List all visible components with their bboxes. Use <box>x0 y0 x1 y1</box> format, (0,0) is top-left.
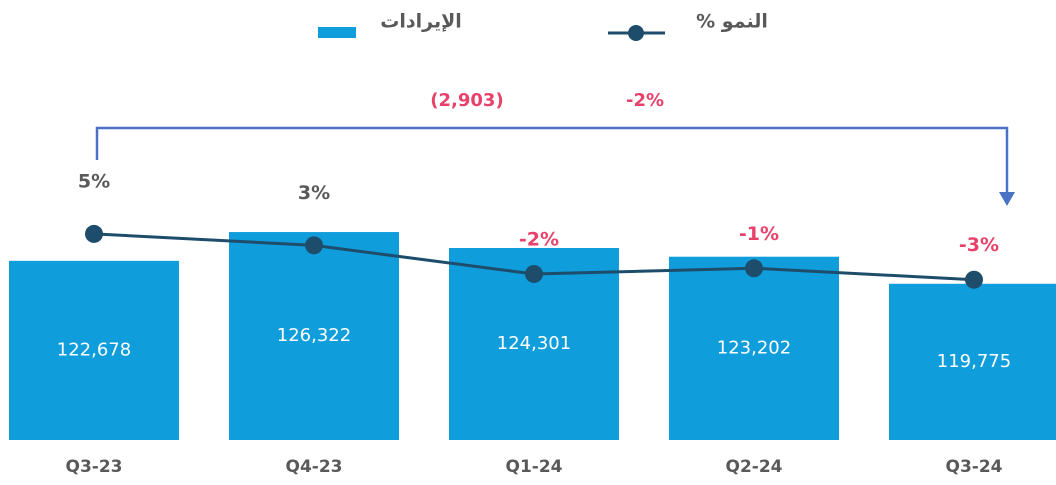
bar <box>669 256 839 440</box>
growth-label: 3% <box>298 182 330 204</box>
legend-marker <box>628 25 644 41</box>
x-tick-label: Q2-24 <box>726 457 783 477</box>
x-tick-label: Q3-24 <box>946 457 1003 477</box>
annotation: -2% <box>626 90 664 111</box>
growth-label: -2% <box>519 228 559 250</box>
x-tick-label: Q4-23 <box>286 457 343 477</box>
annotation: (2,903) <box>430 90 503 111</box>
legend: الإيرادات % النمو <box>318 11 768 41</box>
growth-point <box>525 264 543 283</box>
bar <box>229 232 399 440</box>
bracket-arrowhead <box>999 192 1015 206</box>
growth-point <box>305 236 323 255</box>
legend-swatch <box>318 27 356 38</box>
growth-label: 5% <box>78 170 110 192</box>
bar <box>9 260 179 440</box>
value-label: 126,322 <box>277 325 351 346</box>
growth-point <box>745 259 763 278</box>
growth-point <box>965 270 983 289</box>
legend-label: الإيرادات <box>380 11 461 33</box>
bar <box>889 283 1056 440</box>
value-label: 119,775 <box>937 351 1011 372</box>
x-tick-label: Q3-23 <box>66 457 123 477</box>
value-label: 123,202 <box>717 337 791 358</box>
value-label: 124,301 <box>497 333 571 354</box>
legend-label: % النمو <box>696 11 768 33</box>
growth-label: -3% <box>959 234 999 256</box>
growth-label: -1% <box>739 223 779 245</box>
bracket <box>95 126 1009 196</box>
x-tick-label: Q1-24 <box>506 457 563 477</box>
value-label: 122,678 <box>57 339 131 360</box>
growth-point <box>85 224 103 243</box>
